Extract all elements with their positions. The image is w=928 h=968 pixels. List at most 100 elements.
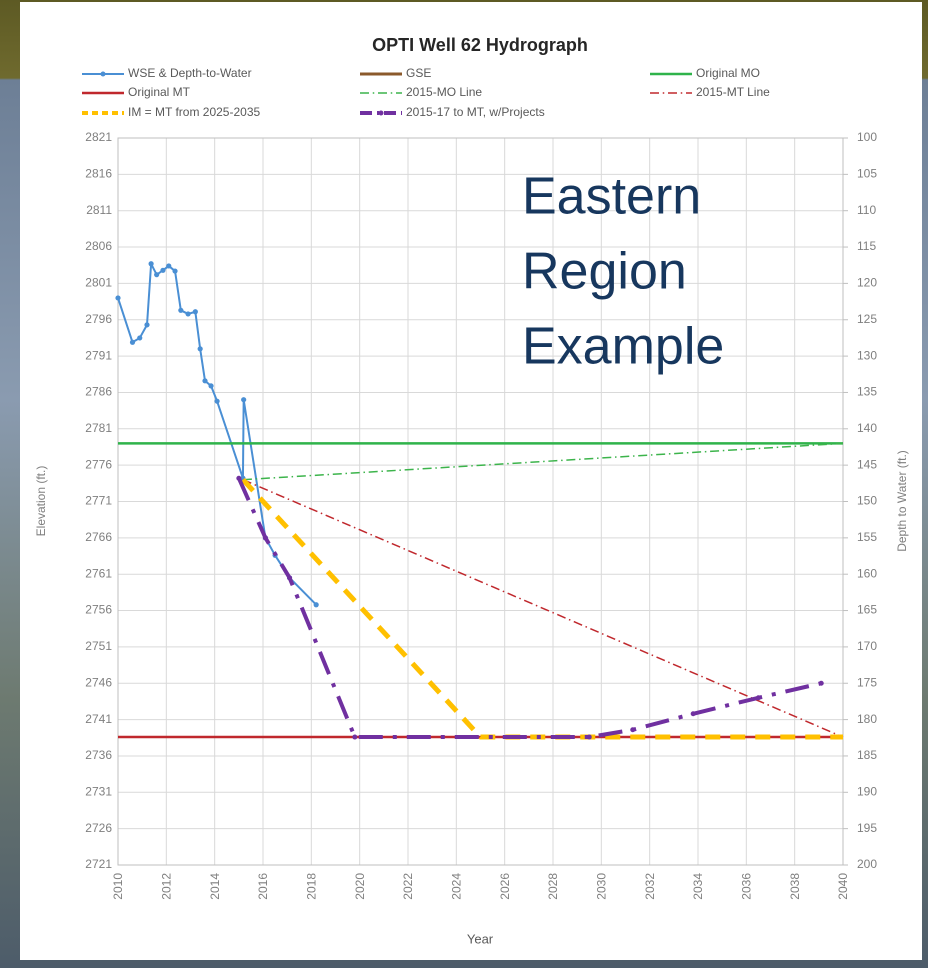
y-tick-label: 2781 — [85, 421, 112, 435]
x-tick-label: 2032 — [643, 873, 657, 900]
series-marker — [691, 711, 696, 716]
series-marker — [241, 397, 246, 402]
y-tick-label: 2776 — [85, 457, 112, 471]
y-tick-label: 2816 — [85, 167, 112, 181]
y2-tick-label: 155 — [857, 530, 877, 544]
y2-tick-label: 140 — [857, 421, 877, 435]
legend-label: IM = MT from 2025-2035 — [128, 105, 260, 119]
y-tick-label: 2811 — [86, 203, 112, 217]
x-tick-label: 2016 — [256, 873, 270, 900]
y2-tick-label: 110 — [857, 203, 876, 217]
series-marker — [630, 727, 635, 732]
series-marker — [193, 309, 198, 314]
series-marker — [130, 340, 135, 345]
annotation: Example — [522, 318, 724, 376]
x-tick-label: 2022 — [401, 873, 415, 900]
y2-tick-label: 130 — [857, 348, 877, 362]
series-marker — [819, 681, 824, 686]
annotation: Region — [522, 243, 687, 301]
x-tick-label: 2026 — [498, 873, 512, 900]
chart-panel — [20, 2, 922, 960]
y-tick-label: 2726 — [85, 821, 112, 835]
legend-label: 2015-MT Line — [696, 85, 770, 99]
y2-tick-label: 160 — [857, 566, 877, 580]
legend-label: Original MT — [128, 85, 191, 99]
y-tick-label: 2791 — [85, 348, 112, 362]
y-tick-label: 2771 — [85, 494, 112, 508]
series-marker — [587, 735, 592, 740]
series-marker — [236, 476, 241, 481]
series-marker — [172, 268, 177, 273]
series-marker — [198, 346, 203, 351]
y-tick-label: 2796 — [85, 312, 112, 326]
series-marker — [137, 335, 142, 340]
y2-tick-label: 175 — [857, 675, 877, 689]
y2-tick-label: 170 — [857, 639, 877, 653]
y2-tick-label: 145 — [857, 457, 877, 471]
y-tick-label: 2806 — [85, 239, 112, 253]
series-marker — [214, 399, 219, 404]
y2-tick-label: 125 — [857, 312, 877, 326]
y2-tick-label: 135 — [857, 385, 877, 399]
series-marker — [178, 308, 183, 313]
y2-tick-label: 180 — [857, 712, 877, 726]
y-tick-label: 2751 — [85, 639, 112, 653]
series-marker — [160, 268, 165, 273]
x-tick-label: 2014 — [208, 873, 222, 900]
y2-tick-label: 100 — [857, 130, 877, 144]
x-tick-label: 2024 — [450, 873, 464, 900]
y-tick-label: 2746 — [85, 675, 112, 689]
x-tick-label: 2010 — [111, 873, 125, 900]
legend-marker — [379, 111, 384, 116]
series-marker — [154, 272, 159, 277]
y2-tick-label: 190 — [857, 784, 877, 798]
legend-marker — [101, 72, 106, 77]
y2-tick-label: 200 — [857, 857, 877, 871]
chart-title: OPTI Well 62 Hydrograph — [372, 35, 588, 55]
series-marker — [208, 383, 213, 388]
annotation: Eastern — [522, 168, 701, 226]
y-tick-label: 2801 — [85, 276, 112, 290]
y2-axis-label: Depth to Water (ft.) — [895, 450, 909, 552]
legend-label: WSE & Depth-to-Water — [128, 66, 252, 80]
series-marker — [144, 322, 149, 327]
series-marker — [756, 695, 761, 700]
y-tick-label: 2721 — [85, 857, 112, 871]
y-tick-label: 2761 — [85, 566, 112, 580]
x-tick-label: 2034 — [691, 873, 705, 900]
legend-label: GSE — [406, 66, 431, 80]
legend-label: 2015-MO Line — [406, 85, 482, 99]
series-marker — [185, 311, 190, 316]
y-tick-label: 2741 — [85, 712, 112, 726]
y-tick-label: 2731 — [85, 784, 112, 798]
series-marker — [149, 261, 154, 266]
series-marker — [287, 575, 292, 580]
y2-tick-label: 120 — [857, 276, 877, 290]
y-tick-label: 2736 — [85, 748, 112, 762]
y-tick-label: 2756 — [85, 603, 112, 617]
y2-tick-label: 150 — [857, 494, 877, 508]
x-tick-label: 2018 — [305, 873, 319, 900]
y2-tick-label: 185 — [857, 748, 877, 762]
y2-tick-label: 195 — [857, 821, 877, 835]
legend-label: 2015-17 to MT, w/Projects — [406, 105, 545, 119]
chart: OPTI Well 62 Hydrograph Year Elevation (… — [0, 0, 928, 968]
x-tick-label: 2020 — [353, 873, 367, 900]
series-marker — [115, 295, 120, 300]
series-marker — [166, 263, 171, 268]
series-marker — [352, 735, 357, 740]
y2-tick-label: 105 — [857, 167, 877, 181]
x-tick-label: 2040 — [836, 873, 850, 900]
y-tick-label: 2786 — [85, 385, 112, 399]
series-marker — [263, 535, 268, 540]
y-axis-label: Elevation (ft.) — [34, 466, 48, 537]
y2-tick-label: 115 — [857, 239, 876, 253]
x-tick-label: 2036 — [740, 873, 754, 900]
legend-label: Original MO — [696, 66, 760, 80]
y2-tick-label: 165 — [857, 603, 877, 617]
x-tick-label: 2030 — [595, 873, 609, 900]
series-marker — [314, 602, 319, 607]
x-axis-label: Year — [467, 931, 494, 946]
x-tick-label: 2038 — [788, 873, 802, 900]
y-tick-label: 2766 — [85, 530, 112, 544]
